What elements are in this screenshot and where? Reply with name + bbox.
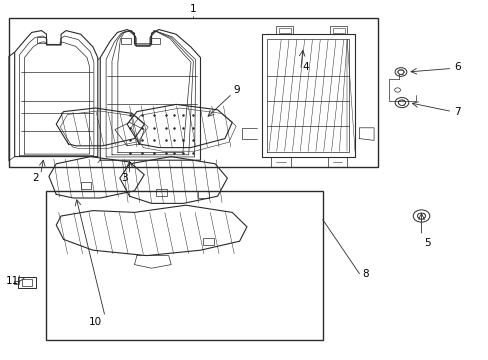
Text: 4: 4 [302,62,308,72]
Bar [150,38,160,44]
Polygon shape [15,31,98,157]
Text: 6: 6 [453,62,460,72]
Bar [46,191,322,340]
Polygon shape [120,157,227,203]
Text: 11: 11 [5,276,19,286]
Polygon shape [49,157,144,198]
Polygon shape [56,108,144,146]
Bar [198,191,208,198]
Bar [81,182,91,189]
Bar [37,37,46,43]
Bar [156,189,167,196]
Text: 8: 8 [361,269,368,279]
Bar [9,18,377,167]
Polygon shape [127,104,232,148]
Bar [276,26,293,34]
Bar [121,38,131,44]
Text: 7: 7 [453,107,460,117]
Bar [332,28,344,33]
Polygon shape [100,30,200,160]
Polygon shape [56,205,246,256]
Text: 2: 2 [32,173,39,183]
Bar [329,26,346,34]
Bar [203,238,213,245]
Text: 9: 9 [233,85,240,95]
Bar [22,279,32,286]
Text: 1: 1 [189,4,196,14]
Text: 10: 10 [89,317,102,327]
Bar [14,281,19,284]
Bar [18,277,36,288]
Text: 5: 5 [424,238,430,248]
Bar [278,28,290,33]
Text: 3: 3 [121,173,128,183]
